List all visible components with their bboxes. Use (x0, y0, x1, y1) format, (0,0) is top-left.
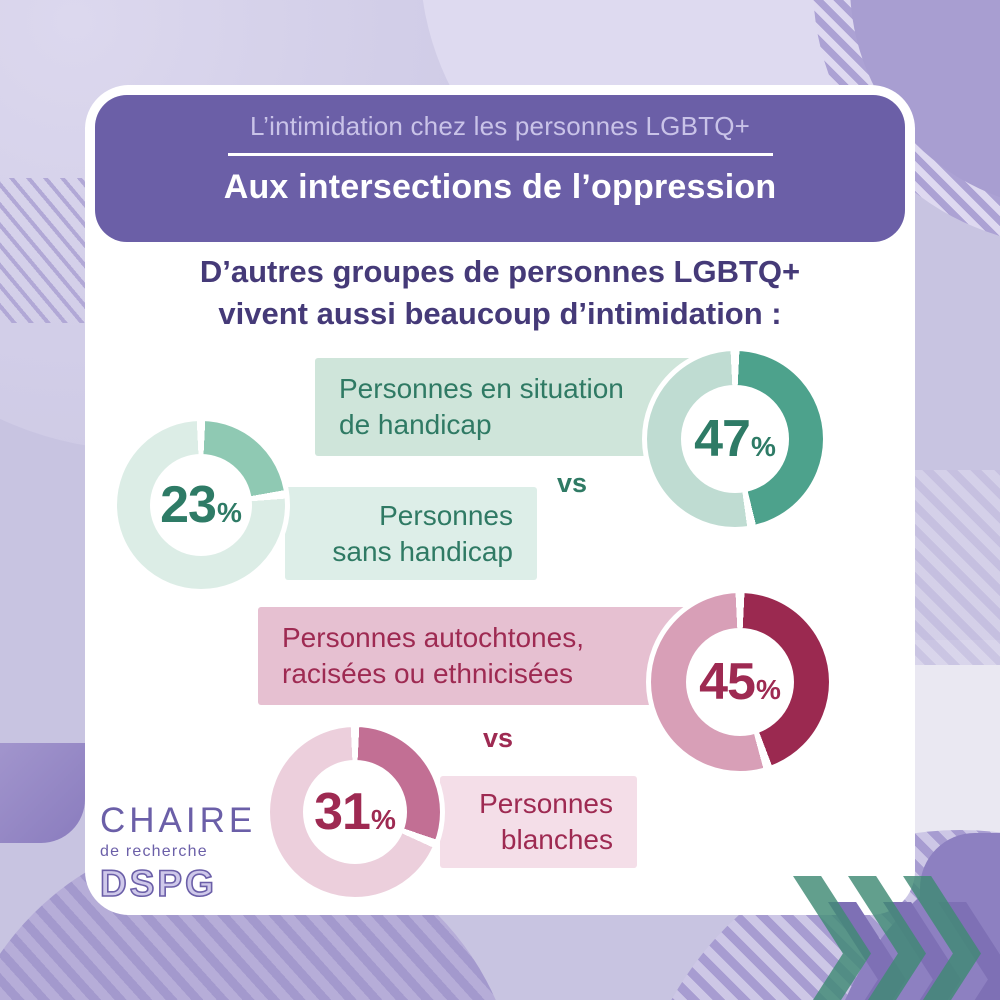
page-title: Aux intersections de l’oppression (223, 167, 777, 206)
decor-light-band-right (912, 640, 1000, 840)
label-line: de handicap (339, 409, 492, 440)
label-line: sans handicap (332, 535, 513, 567)
label-box-autochtones: Personnes autochtones, racisées ou ethni… (258, 607, 700, 705)
donut-value: 45% (699, 653, 781, 711)
intro-line-1: D’autres groupes de personnes LGBTQ+ (199, 254, 801, 289)
label-line: Personnes autochtones, (282, 622, 584, 653)
label-box-handicap: Personnes en situation de handicap (315, 358, 695, 456)
logo-subtitle-text: de recherche (100, 843, 208, 860)
label-line: Personnes en situation (339, 373, 624, 404)
donut-chart-sans-handicap-23: 23% (112, 416, 290, 594)
donut-value: 23% (160, 476, 242, 534)
intro-text: D’autres groupes de personnes LGBTQ+ viv… (85, 251, 915, 335)
intro-line-2: vivent aussi beaucoup d’intimidation : (218, 296, 782, 331)
donut-value: 47% (694, 410, 776, 468)
infographic-card: L’intimidation chez les personnes LGBTQ+… (85, 85, 915, 915)
decor-rect-bottom-left (0, 743, 85, 843)
chaire-dspg-logo: CHAIRE de recherche DSPG (99, 801, 280, 905)
header-divider (227, 153, 773, 156)
logo-dspg-text: DSPG (99, 862, 217, 905)
label-line: blanches (500, 824, 613, 855)
label-box-blanches: Personnes blanches (440, 776, 637, 868)
donut-chart-autochtones-45: 45% (646, 588, 834, 776)
donut-chart-handicap-47: 47% (642, 346, 828, 532)
header-banner: L’intimidation chez les personnes LGBTQ+… (95, 95, 905, 242)
vs-label-green: vs (556, 468, 588, 498)
donut-value: 31% (314, 783, 396, 841)
decor-stripes-right (912, 470, 1000, 665)
label-line: Personnes (479, 788, 613, 819)
series-kicker: L’intimidation chez les personnes LGBTQ+ (249, 111, 751, 141)
label-line: Personnes (379, 499, 513, 531)
donut-chart-blanches-31: 31% (265, 722, 445, 902)
label-line: racisées ou ethnicisées (282, 658, 574, 689)
decor-stripes-left (0, 178, 95, 323)
label-box-sans-handicap: Personnes sans handicap (285, 487, 537, 580)
logo-chaire-text: CHAIRE (100, 801, 257, 840)
vs-label-pink: vs (482, 723, 514, 753)
